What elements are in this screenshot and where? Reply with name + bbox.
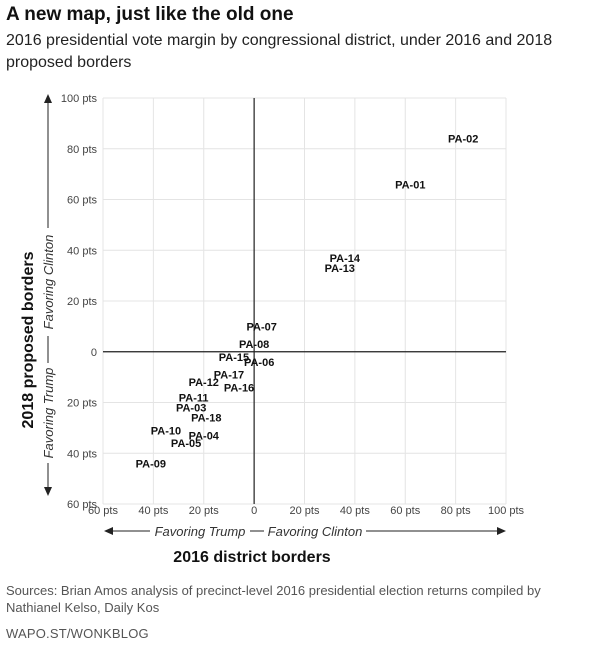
axes-layer: [103, 98, 506, 504]
point-label-pa-07: PA-07: [246, 321, 276, 333]
point-label-pa-03: PA-03: [176, 403, 206, 415]
point-label-pa-12: PA-12: [189, 377, 219, 389]
x-tick-label: 60 pts: [390, 505, 420, 517]
y-tick-label: 0: [91, 347, 97, 359]
source-note: Sources: Brian Amos analysis of precinct…: [6, 583, 541, 615]
x-direction-arrow-right: [497, 527, 506, 535]
point-label-pa-15: PA-15: [219, 352, 249, 364]
x-tick-label: 0: [251, 505, 257, 517]
y-direction-arrow-down: [44, 487, 52, 496]
y-direction-up-label: Favoring Clinton: [41, 235, 56, 330]
y-tick-label: 100 pts: [61, 93, 98, 105]
y-tick-label: 80 pts: [67, 144, 97, 156]
y-tick-label: 40 pts: [67, 245, 97, 257]
point-label-pa-09: PA-09: [136, 458, 166, 470]
x-tick-label: 60 pts: [88, 505, 118, 517]
x-axis-title: 2016 district borders: [173, 549, 331, 566]
point-label-pa-18: PA-18: [191, 413, 221, 425]
y-direction-arrow-up: [44, 94, 52, 103]
point-label-pa-04: PA-04: [189, 430, 220, 442]
x-direction-left-label: Favoring Trump: [155, 524, 246, 539]
x-direction-arrow-left: [104, 527, 113, 535]
ticks-layer: 60 pts 40 pts 20 pts 0 20 pts 40 pts 60 pts 80 …: [61, 93, 525, 517]
y-tick-label: 60 pts: [67, 195, 97, 207]
point-label-pa-05: PA-05: [171, 438, 201, 450]
grid-layer: [102, 97, 507, 505]
point-label-pa-08: PA-08: [239, 339, 269, 351]
point-label-pa-10: PA-10: [151, 425, 181, 437]
point-label-pa-17: PA-17: [214, 370, 244, 382]
x-tick-label: 40 pts: [138, 505, 168, 517]
point-label-pa-14: PA-14: [330, 253, 361, 265]
point-label-pa-06: PA-06: [244, 357, 274, 369]
point-label-pa-02: PA-02: [448, 134, 478, 146]
point-label-pa-11: PA-11: [179, 392, 209, 404]
point-label-pa-01: PA-01: [395, 179, 425, 191]
credit-line: WAPO.ST/WONKBLOG: [6, 626, 149, 641]
point-label-pa-16: PA-16: [224, 382, 254, 394]
x-tick-label: 80 pts: [441, 505, 471, 517]
y-tick-label: 20 pts: [67, 296, 97, 308]
x-tick-label: 20 pts: [290, 505, 320, 517]
chart-subtitle: 2016 presidential vote margin by congres…: [6, 32, 553, 71]
y-tick-label: 60 pts: [67, 499, 97, 511]
chart-title: A new map, just like the old one: [6, 4, 294, 25]
y-tick-label: 20 pts: [67, 398, 97, 410]
x-direction-right-label: Favoring Clinton: [268, 524, 363, 539]
axis-labels-layer: Favoring Clinton Favoring Trump 2018 pro…: [20, 94, 506, 566]
point-label-pa-13: PA-13: [325, 263, 355, 275]
y-direction-down-label: Favoring Trump: [41, 368, 56, 459]
x-tick-label: 100 pts: [488, 505, 525, 517]
y-axis-title: 2018 proposed borders: [20, 251, 37, 428]
y-tick-label: 40 pts: [67, 448, 97, 460]
x-tick-label: 40 pts: [340, 505, 370, 517]
x-tick-label: 20 pts: [189, 505, 219, 517]
scatter-chart: 60 pts 40 pts 20 pts 0 20 pts 40 pts 60 pts 80 …: [20, 93, 525, 566]
